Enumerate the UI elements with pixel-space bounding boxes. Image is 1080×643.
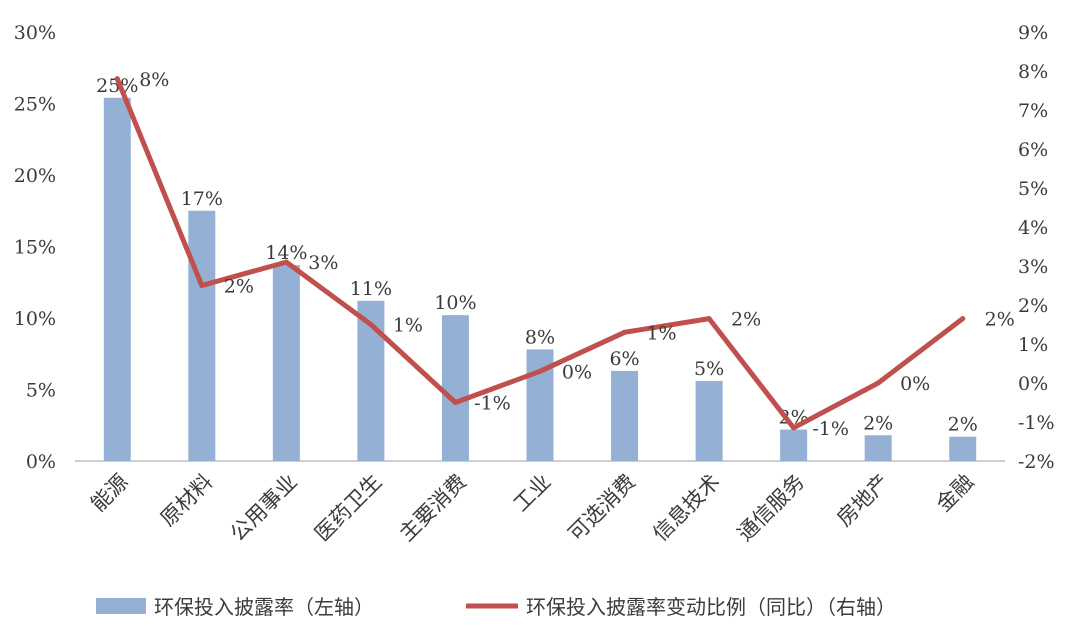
line-point (114, 76, 120, 82)
line-data-label: 2% (985, 309, 1015, 331)
right-tick-label: -2% (1018, 451, 1055, 473)
line-data-label: 0% (562, 361, 592, 383)
right-tick-label: 8% (1018, 61, 1048, 83)
right-y-axis: -2% -1% 0% 1% 2% 3% 4% 5% 6% 7% 8% 9% (1018, 22, 1055, 473)
right-tick-label: 5% (1018, 178, 1048, 200)
bar-data-label: 5% (694, 358, 724, 380)
legend-bar-swatch (96, 598, 146, 614)
category-label: 通信服务 (733, 470, 809, 546)
line-point (960, 316, 966, 322)
right-tick-label: 7% (1018, 100, 1048, 122)
right-tick-label: 3% (1018, 256, 1048, 278)
category-label: 工业 (509, 470, 556, 517)
line-point (706, 316, 712, 322)
legend-bar-label: 环保投入披露率（左轴） (154, 595, 374, 619)
line-data-label: 1% (646, 322, 676, 344)
category-label: 金融 (932, 470, 979, 517)
line-data-label: 3% (308, 252, 338, 274)
x-axis-categories: 能源 原材料 公用事业 医药卫生 主要消费 工业 可选消费 信息技术 通信服务 房地产 金融 (86, 470, 978, 546)
line-series (114, 76, 966, 431)
right-tick-label: 2% (1018, 295, 1048, 317)
left-tick-label: 20% (14, 165, 56, 187)
right-tick-label: -1% (1018, 412, 1055, 434)
line-data-label: 1% (393, 315, 423, 337)
line-point (622, 329, 628, 335)
line-data-label: 0% (900, 373, 930, 395)
line-data-labels: 8% 2% 3% 1% -1% 0% 1% 2% -1% 0% 2% (139, 69, 1015, 440)
line-point (452, 400, 458, 405)
line-point (537, 368, 543, 374)
bar (695, 380, 723, 461)
line-data-label: -1% (812, 418, 849, 440)
line-data-label: 2% (224, 276, 254, 298)
left-tick-label: 15% (14, 237, 56, 259)
left-tick-label: 5% (26, 380, 56, 402)
right-tick-label: 0% (1018, 373, 1048, 395)
bar-data-label: 25% (96, 75, 138, 97)
line-data-label: 2% (731, 309, 761, 331)
category-label: 可选消费 (564, 470, 640, 546)
category-label: 医药卫生 (310, 470, 386, 546)
line-point (791, 425, 797, 431)
bar-data-label: 2% (948, 414, 978, 436)
bar (188, 210, 216, 461)
left-tick-label: 0% (26, 451, 56, 473)
bar (780, 429, 808, 461)
left-y-axis: 0% 5% 10% 15% 20% 25% 30% (14, 22, 56, 473)
left-tick-label: 10% (14, 308, 56, 330)
bar-data-label: 14% (265, 242, 307, 264)
bar (611, 370, 639, 461)
bar (272, 265, 300, 461)
bar-data-label: 17% (181, 188, 223, 210)
bar (103, 97, 131, 461)
bar-data-label: 11% (350, 278, 392, 300)
bar-data-labels: 25% 17% 14% 11% 10% 8% 6% 5% 2% 2% 2% (96, 75, 978, 436)
category-label: 主要消费 (395, 470, 471, 546)
right-tick-label: 6% (1018, 139, 1048, 161)
category-label: 原材料 (156, 470, 218, 532)
left-tick-label: 30% (14, 22, 56, 44)
bar (949, 436, 977, 461)
right-tick-label: 9% (1018, 22, 1048, 44)
line-point (199, 283, 205, 288)
line-point (368, 322, 374, 327)
line-data-label: -1% (474, 393, 511, 415)
category-label: 房地产 (832, 470, 894, 532)
category-label: 信息技术 (648, 470, 724, 546)
legend-line-label: 环保投入披露率变动比例（同比）（右轴） (526, 595, 896, 619)
right-tick-label: 1% (1018, 334, 1048, 356)
bar-data-label: 2% (863, 412, 893, 434)
bar (864, 435, 892, 461)
category-label: 能源 (86, 470, 133, 517)
line-data-label: 8% (139, 69, 169, 91)
bar-data-label: 8% (525, 326, 555, 348)
bar-data-label: 10% (434, 292, 476, 314)
line-point (283, 259, 289, 265)
line-point (875, 380, 881, 386)
category-label: 公用事业 (226, 470, 302, 546)
legend: 环保投入披露率（左轴） 环保投入披露率变动比例（同比）（右轴） (96, 595, 896, 619)
right-tick-label: 4% (1018, 217, 1048, 239)
bar-data-label: 6% (609, 348, 639, 370)
bar (441, 315, 469, 461)
left-tick-label: 25% (14, 94, 56, 116)
